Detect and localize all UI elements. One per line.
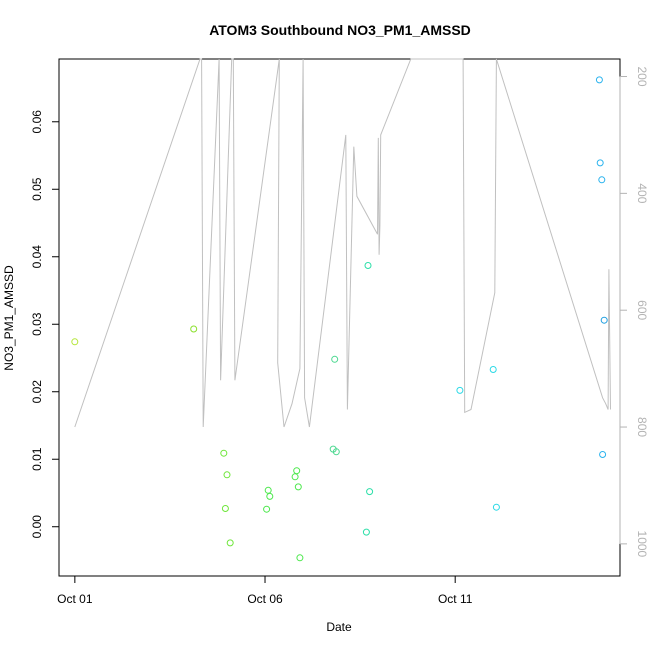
y-tick-label: 0.01 — [30, 447, 44, 471]
secondary-line-layer — [74, 58, 611, 428]
data-point — [71, 338, 79, 346]
data-point — [221, 505, 229, 512]
data-point — [296, 554, 304, 562]
data-point — [263, 505, 271, 513]
data-point — [492, 503, 500, 511]
data-point — [223, 471, 231, 479]
y-tick-label: 0.06 — [30, 110, 44, 134]
y-axis: 0.00 0.01 0.02 0.03 0.04 0.05 0.06 — [30, 110, 60, 539]
x-tick-label: Oct 06 — [247, 592, 283, 606]
data-point — [599, 451, 607, 458]
secondary-tick-label: 200 — [635, 67, 649, 87]
data-point — [291, 473, 299, 481]
data-point — [226, 539, 234, 547]
data-point — [595, 76, 603, 84]
data-point — [294, 483, 302, 491]
data-point — [264, 486, 272, 494]
secondary-tick-label: 800 — [635, 417, 649, 437]
x-axis-label: Date — [326, 620, 352, 634]
secondary-tick-label: 400 — [635, 183, 649, 203]
x-tick-label: Oct 01 — [57, 592, 93, 606]
data-point — [362, 528, 370, 536]
data-point — [293, 467, 301, 475]
x-tick-label: Oct 11 — [438, 592, 473, 606]
data-point — [600, 316, 608, 324]
secondary-tick-label: 600 — [635, 300, 649, 320]
data-point — [266, 492, 274, 500]
y-tick-label: 0.02 — [30, 380, 44, 404]
data-point — [220, 449, 228, 457]
plot-frame — [58, 58, 621, 577]
y-tick-label: 0.03 — [30, 312, 44, 336]
data-point — [332, 448, 340, 456]
chart-title: ATOM3 Southbound NO3_PM1_AMSSD — [209, 22, 471, 38]
y-axis-label: NO3_PM1_AMSSD — [2, 265, 16, 371]
secondary-tick-label: 1000 — [635, 531, 649, 558]
y-tick-label: 0.05 — [30, 177, 44, 201]
data-point — [489, 366, 497, 373]
data-point — [364, 262, 372, 269]
y-tick-label: 0.04 — [30, 245, 44, 269]
data-point — [596, 159, 604, 167]
data-point — [456, 386, 464, 394]
data-point — [331, 355, 339, 363]
secondary-y-axis: 200 400 600 800 1000 — [619, 67, 649, 558]
data-point — [598, 176, 606, 184]
data-point — [190, 325, 198, 333]
x-axis: Oct 01 Oct 06 Oct 11 — [57, 575, 473, 606]
points-layer — [71, 76, 608, 562]
y-tick-label: 0.00 — [30, 515, 44, 539]
data-point — [366, 488, 374, 496]
secondary-series-line — [74, 58, 611, 428]
